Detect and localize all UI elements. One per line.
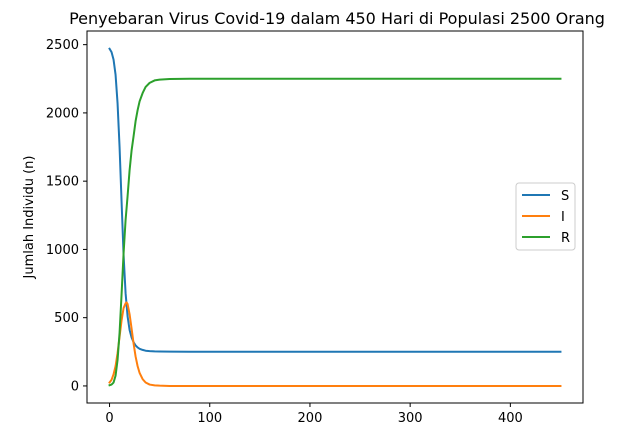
plot-area bbox=[108, 47, 562, 387]
y-axis-label: Jumlah Individu (n) bbox=[22, 156, 37, 280]
y-tick-label: 0 bbox=[71, 379, 79, 394]
y-tick-label: 2000 bbox=[46, 106, 79, 121]
x-tick-label: 200 bbox=[298, 411, 323, 426]
y-tick-label: 1500 bbox=[46, 175, 79, 190]
legend: SIR bbox=[515, 182, 576, 251]
y-tick-label: 500 bbox=[54, 311, 79, 326]
y-tick-label: 2500 bbox=[46, 38, 79, 53]
series-line-i bbox=[108, 301, 562, 387]
legend-label-i: I bbox=[561, 210, 565, 225]
y-tick-label: 1000 bbox=[46, 243, 79, 258]
x-tick-label: 300 bbox=[398, 411, 423, 426]
legend-label-s: S bbox=[561, 189, 569, 204]
legend-label-r: R bbox=[561, 231, 570, 246]
axes-frame bbox=[86, 30, 584, 404]
series-line-r bbox=[108, 77, 562, 387]
x-tick-label: 100 bbox=[197, 411, 222, 426]
series-line-s bbox=[108, 47, 562, 353]
chart-title: Penyebaran Virus Covid-19 dalam 450 Hari… bbox=[69, 9, 605, 28]
x-tick-label: 0 bbox=[105, 411, 113, 426]
y-axis-ticks: 0 500 1000 1500 2000 2500 bbox=[46, 38, 87, 394]
x-axis-ticks: 0 100 200 300 400 bbox=[105, 403, 523, 426]
plot-border bbox=[86, 30, 584, 404]
x-tick-label: 400 bbox=[498, 411, 523, 426]
